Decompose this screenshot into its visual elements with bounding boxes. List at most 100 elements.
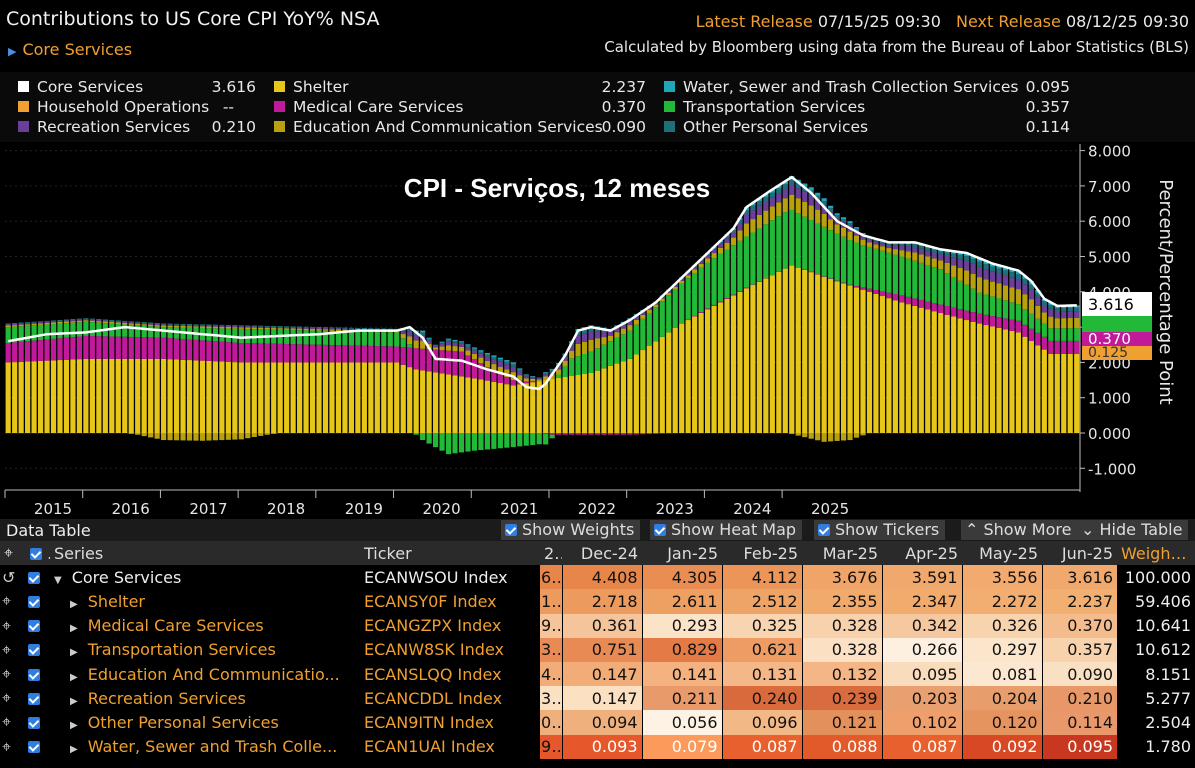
legend-item-other-personal-services[interactable]: Other Personal Services: [664, 118, 868, 136]
stacked-bar-segment: [25, 361, 31, 433]
legend-item-recreation-services[interactable]: Recreation Services: [18, 118, 190, 136]
undo-icon[interactable]: ↺: [0, 565, 26, 590]
value-cell: 0.326: [961, 613, 1042, 638]
stacked-bar-segment: [640, 350, 646, 433]
stacked-bar-segment: [141, 323, 147, 325]
select-all-checkbox[interactable]: [26, 541, 50, 566]
stacked-bar-segment: [154, 323, 160, 325]
stacked-bar-segment: [484, 352, 490, 355]
show-tickers-toggle[interactable]: Show Tickers: [814, 520, 946, 540]
weight-cell: 59.406: [1117, 589, 1195, 614]
legend-value: 0.357: [1025, 98, 1070, 116]
series-name: ▶ Education And Communicatio...: [50, 661, 360, 687]
stacked-bar-segment: [795, 183, 801, 189]
column-header-ticker[interactable]: Ticker: [360, 541, 540, 566]
stacked-bar-segment: [44, 339, 50, 361]
negative-bar-segment: [426, 433, 432, 444]
legend-item-water-sewer-trash[interactable]: Water, Sewer and Trash Collection Servic…: [664, 78, 1019, 96]
stacked-bar-segment: [1022, 284, 1028, 295]
row-checkbox[interactable]: [26, 613, 50, 638]
legend-item-core-services[interactable]: Core Services: [18, 78, 143, 96]
column-header-dec-24[interactable]: Dec-24: [562, 541, 642, 566]
crosshair-icon[interactable]: ⌖: [0, 613, 26, 638]
row-checkbox[interactable]: [26, 734, 50, 759]
column-header-weight[interactable]: Weight ↓: [1117, 541, 1195, 566]
column-header-prev[interactable]: 24: [540, 541, 562, 566]
stacked-bar-segment: [199, 325, 206, 327]
row-checkbox[interactable]: [26, 661, 50, 687]
crosshair-icon[interactable]: ⌖: [0, 589, 26, 614]
crosshair-icon[interactable]: ⌖: [0, 686, 26, 711]
column-header-series[interactable]: Series: [50, 541, 360, 566]
table-row[interactable]: ↺ ▼ Core Services ECANWSOU Index 61 4.408 4.30…: [0, 565, 1195, 590]
stacked-bar-segment: [957, 252, 963, 255]
stacked-bar-segment: [452, 351, 458, 376]
stacked-bar-segment: [756, 214, 762, 229]
legend-swatch-icon: [664, 121, 675, 132]
series-name: ▼ Core Services: [50, 565, 360, 590]
stacked-bar-segment: [271, 326, 277, 327]
negative-bar-segment: [186, 433, 193, 441]
column-header-jan-25[interactable]: Jan-25: [642, 541, 722, 566]
table-row[interactable]: ⌖ ▶ Transportation Services ECANW8SK Index 3…: [0, 637, 1195, 662]
stacked-bar-segment: [724, 235, 730, 239]
stacked-bar-segment: [12, 362, 18, 433]
column-header-may-25[interactable]: May-25: [962, 541, 1042, 566]
hide-table-button[interactable]: ⌄ Hide Table: [1077, 520, 1189, 540]
stacked-bar-segment: [588, 327, 594, 332]
show-more-button[interactable]: ⌃ Show More: [961, 520, 1078, 540]
row-checkbox[interactable]: [26, 710, 50, 735]
value-cell: 2.512: [721, 589, 802, 614]
row-checkbox[interactable]: [26, 637, 50, 662]
stacked-bar-segment: [944, 306, 950, 315]
crosshair-icon[interactable]: ⌖: [0, 637, 26, 662]
stacked-bar-segment: [698, 312, 704, 313]
table-row[interactable]: ⌖ ▶ Shelter ECANSY0F Index 10 2.718 2.611 2.512…: [0, 589, 1195, 614]
negative-bar-segment: [238, 433, 244, 440]
stacked-bar-segment: [653, 307, 659, 342]
stacked-bar-segment: [387, 362, 393, 433]
stacked-bar-segment: [238, 362, 244, 433]
column-header-apr-25[interactable]: Apr-25: [882, 541, 962, 566]
stacked-bar-segment: [769, 275, 775, 433]
table-row[interactable]: ⌖ ▶ Education And Communicatio... ECANSLQQ …: [0, 661, 1195, 687]
legend-item-household-operations[interactable]: Household Operations: [18, 98, 209, 116]
column-header-mar-25[interactable]: Mar-25: [802, 541, 882, 566]
legend-item-shelter[interactable]: Shelter: [274, 78, 349, 96]
row-checkbox[interactable]: [26, 589, 50, 614]
row-checkbox[interactable]: [26, 686, 50, 711]
stacked-bar-segment: [219, 341, 225, 362]
show-weights-toggle[interactable]: Show Weights: [501, 520, 641, 540]
table-row[interactable]: ⌖ ▶ Other Personal Services ECAN9ITN Index 0…: [0, 710, 1195, 735]
stacked-bar-segment: [763, 193, 769, 197]
column-header-jun-25[interactable]: Jun-25: [1042, 541, 1117, 566]
table-row[interactable]: ⌖ ▶ Medical Care Services ECANGZPX Index 96 0…: [0, 613, 1195, 638]
stacked-bar-segment: [303, 362, 309, 433]
stacked-bar-segment: [135, 358, 141, 433]
stacked-bar-segment: [426, 371, 432, 433]
stacked-bar-segment: [316, 327, 322, 330]
stacked-bar-segment: [25, 323, 31, 325]
crosshair-icon[interactable]: ⌖: [0, 661, 26, 687]
stacked-bar-segment: [989, 263, 996, 267]
negative-bar-segment: [581, 433, 588, 435]
legend-item-transportation-services[interactable]: Transportation Services: [664, 98, 865, 116]
legend-item-medical-care-services[interactable]: Medical Care Services: [274, 98, 464, 116]
row-checkbox[interactable]: [26, 565, 50, 590]
show-heat-map-toggle[interactable]: Show Heat Map: [650, 520, 803, 540]
stacked-bar-segment: [957, 259, 963, 268]
crosshair-icon[interactable]: ⌖: [0, 710, 26, 735]
stacked-bar-segment: [206, 340, 212, 361]
stacked-bar-segment: [154, 325, 160, 327]
column-header-feb-25[interactable]: Feb-25: [722, 541, 802, 566]
crosshair-icon[interactable]: ⌖: [0, 734, 26, 759]
row-action-header[interactable]: ⌖: [0, 541, 26, 566]
stacked-bar-segment: [238, 327, 244, 329]
legend-item-education-communication[interactable]: Education And Communication Services: [274, 118, 603, 136]
stacked-bar-segment: [840, 219, 847, 223]
caret-right-icon: ▶: [70, 598, 78, 610]
table-row[interactable]: ⌖ ▶ Water, Sewer and Trash Colle... ECAN1UA…: [0, 734, 1195, 759]
series-selector[interactable]: ▶ Core Services: [8, 40, 132, 59]
stacked-bar-segment: [277, 343, 283, 363]
table-row[interactable]: ⌖ ▶ Recreation Services ECANCDDL Index 37 0.1…: [0, 686, 1195, 711]
